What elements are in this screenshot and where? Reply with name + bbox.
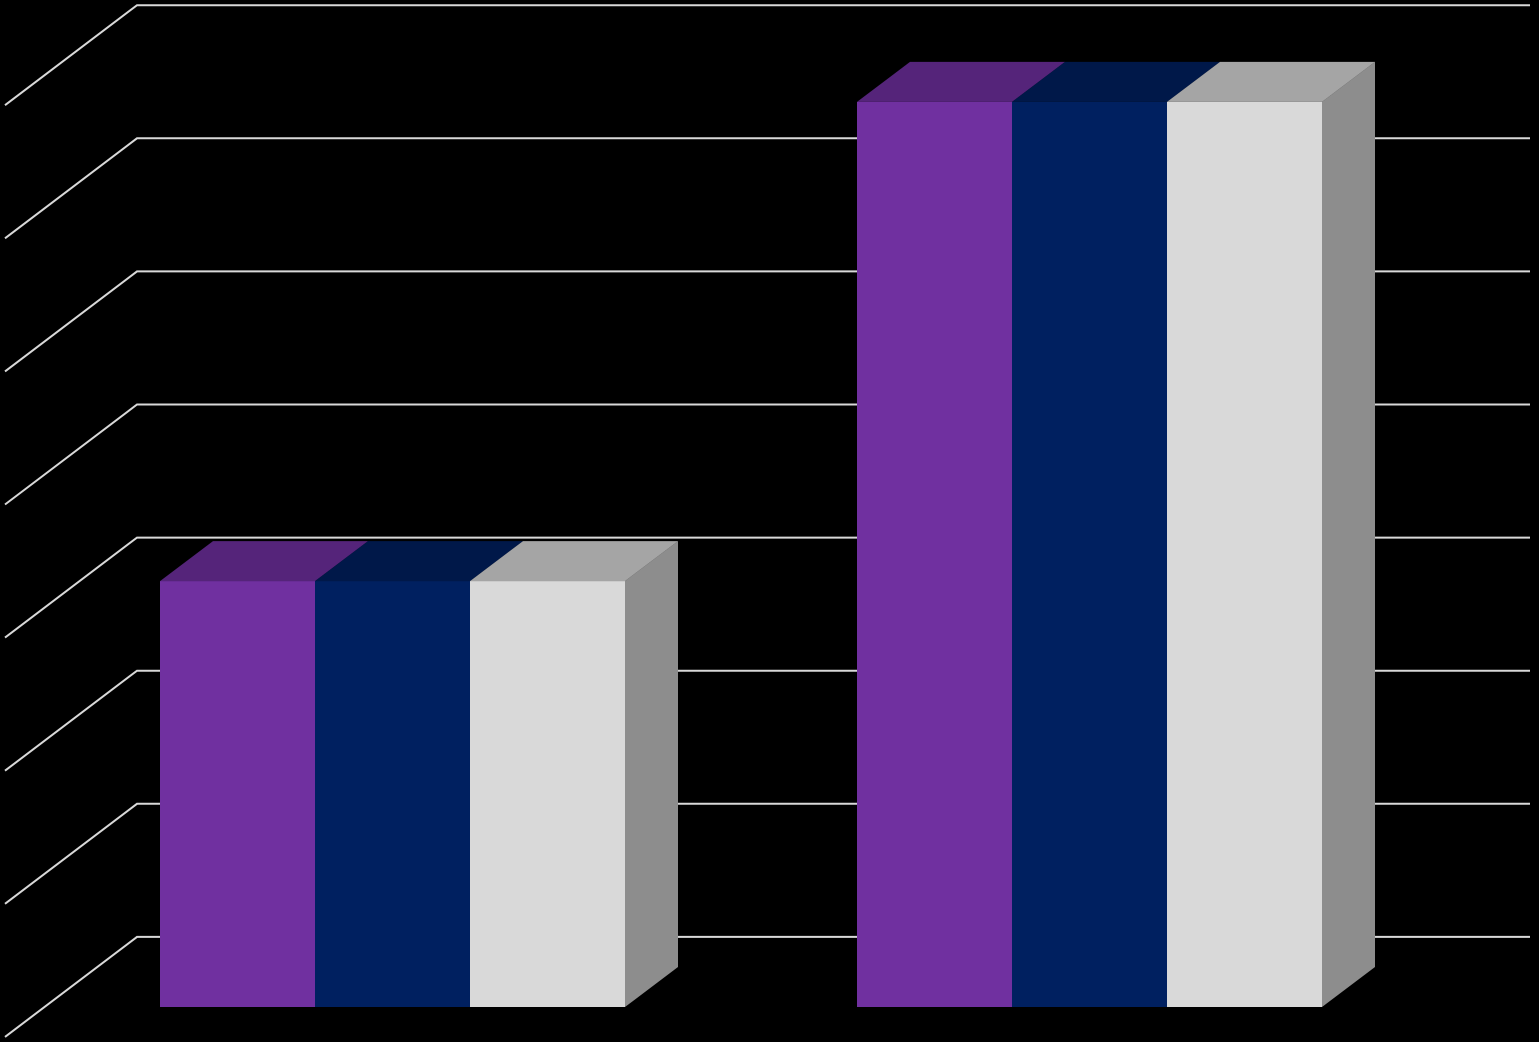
bar-top (1167, 61, 1375, 102)
bar (1167, 101, 1322, 1008)
bar (1012, 101, 1167, 1008)
bar (315, 581, 470, 1007)
bar-side (625, 541, 678, 1007)
bar (470, 581, 625, 1007)
bar-side (1322, 61, 1375, 1008)
bar-top (315, 541, 523, 582)
bar (160, 581, 315, 1007)
bar-top (857, 61, 1065, 102)
bar-top (160, 541, 368, 582)
grid-line (4, 4, 1530, 106)
bar-top (470, 541, 678, 582)
bar (857, 101, 1012, 1008)
bar-top (1012, 61, 1220, 102)
